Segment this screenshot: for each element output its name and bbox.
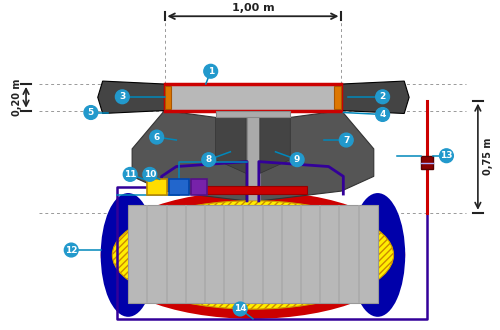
- Ellipse shape: [100, 191, 405, 319]
- Circle shape: [150, 130, 164, 144]
- Text: 0,75 m: 0,75 m: [482, 138, 492, 176]
- Circle shape: [143, 168, 156, 181]
- Text: 2: 2: [380, 92, 386, 101]
- Text: 7: 7: [343, 136, 349, 145]
- Polygon shape: [216, 117, 246, 173]
- Text: 13: 13: [440, 151, 452, 160]
- Bar: [164, 86, 172, 109]
- Bar: [147, 179, 168, 195]
- Polygon shape: [260, 111, 374, 201]
- Circle shape: [440, 149, 454, 163]
- Text: 1: 1: [208, 67, 214, 76]
- Text: 9: 9: [294, 155, 300, 164]
- Bar: [170, 179, 189, 195]
- Text: 11: 11: [124, 170, 136, 179]
- Circle shape: [376, 90, 390, 104]
- Bar: [128, 205, 378, 303]
- Bar: [216, 111, 290, 117]
- Text: 3: 3: [119, 92, 126, 101]
- Circle shape: [290, 153, 304, 167]
- Circle shape: [234, 302, 247, 316]
- Polygon shape: [98, 81, 164, 114]
- Text: 12: 12: [65, 246, 78, 254]
- Polygon shape: [260, 117, 290, 173]
- Bar: [164, 84, 342, 111]
- Ellipse shape: [112, 201, 394, 309]
- Circle shape: [116, 90, 129, 104]
- Circle shape: [204, 64, 218, 78]
- Circle shape: [376, 108, 390, 121]
- Polygon shape: [342, 81, 409, 114]
- Ellipse shape: [100, 193, 156, 317]
- Text: 10: 10: [144, 170, 156, 179]
- Ellipse shape: [112, 201, 394, 309]
- Bar: [191, 179, 207, 195]
- Circle shape: [340, 133, 353, 147]
- Text: 14: 14: [234, 305, 246, 314]
- Polygon shape: [132, 111, 246, 201]
- Bar: [334, 86, 342, 109]
- Ellipse shape: [350, 193, 405, 317]
- Text: 6: 6: [154, 133, 160, 142]
- Text: 1,00 m: 1,00 m: [232, 3, 274, 13]
- Bar: [199, 186, 307, 194]
- Circle shape: [64, 243, 78, 257]
- Bar: [421, 156, 432, 170]
- Text: 5: 5: [88, 108, 94, 117]
- Circle shape: [124, 168, 137, 181]
- Text: 4: 4: [380, 110, 386, 119]
- Circle shape: [202, 153, 215, 167]
- Bar: [247, 111, 260, 201]
- Text: 0,20 m: 0,20 m: [12, 79, 22, 116]
- Circle shape: [84, 106, 98, 119]
- Text: 8: 8: [206, 155, 212, 164]
